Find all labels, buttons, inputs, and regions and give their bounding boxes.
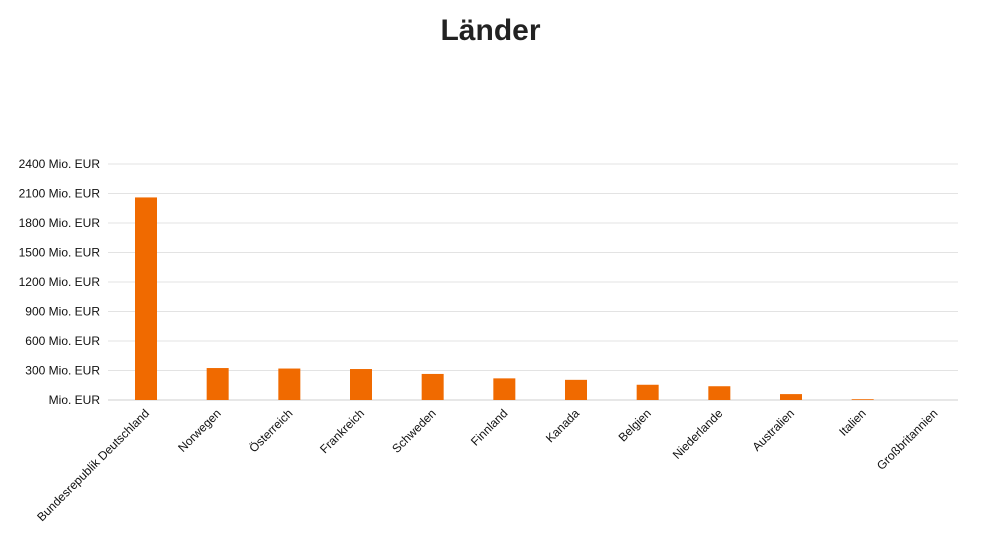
y-tick-label: 300 Mio. EUR <box>25 364 100 378</box>
bars <box>135 197 874 400</box>
bar <box>636 384 659 400</box>
x-category-label: Frankreich <box>317 406 367 456</box>
bar <box>278 368 301 400</box>
bar <box>206 368 229 400</box>
bar <box>708 386 731 400</box>
bar <box>135 197 157 400</box>
bar <box>565 379 587 400</box>
y-tick-label: 2100 Mio. EUR <box>19 187 101 201</box>
x-category-label: Österreich <box>246 406 295 455</box>
chart-title: Länder <box>440 14 541 47</box>
y-tick-label: 1200 Mio. EUR <box>19 275 101 289</box>
bar <box>421 373 444 400</box>
y-tick-label: 1500 Mio. EUR <box>19 246 101 260</box>
bar <box>780 394 802 400</box>
x-category-label: Finnland <box>468 406 510 448</box>
x-category-label: Niederlande <box>670 406 726 462</box>
x-axis-category-labels: Bundesrepublik Deutschland Norwegen Österr… <box>34 406 940 524</box>
x-category-label: Bundesrepublik Deutschland <box>34 406 152 524</box>
bar <box>350 369 372 400</box>
x-category-label: Norwegen <box>175 406 224 455</box>
x-category-label: Belgien <box>616 406 654 444</box>
y-tick-label: 2400 Mio. EUR <box>19 157 101 171</box>
y-tick-label: 600 Mio. EUR <box>25 334 100 348</box>
gridlines <box>108 163 958 401</box>
bar <box>493 378 516 400</box>
x-category-label: Kanada <box>543 406 582 445</box>
x-category-label: Italien <box>836 406 869 439</box>
y-tick-label: 1800 Mio. EUR <box>19 216 101 230</box>
x-category-label: Schweden <box>389 406 439 456</box>
x-category-label: Australien <box>749 406 797 454</box>
y-tick-label: 900 Mio. EUR <box>25 305 100 319</box>
bar <box>851 399 874 400</box>
x-category-label: Großbritannien <box>874 406 941 473</box>
y-tick-label: Mio. EUR <box>49 393 101 407</box>
y-axis-tick-labels: Mio. EUR 300 Mio. EUR 600 Mio. EUR 900 Mio.… <box>19 157 101 407</box>
